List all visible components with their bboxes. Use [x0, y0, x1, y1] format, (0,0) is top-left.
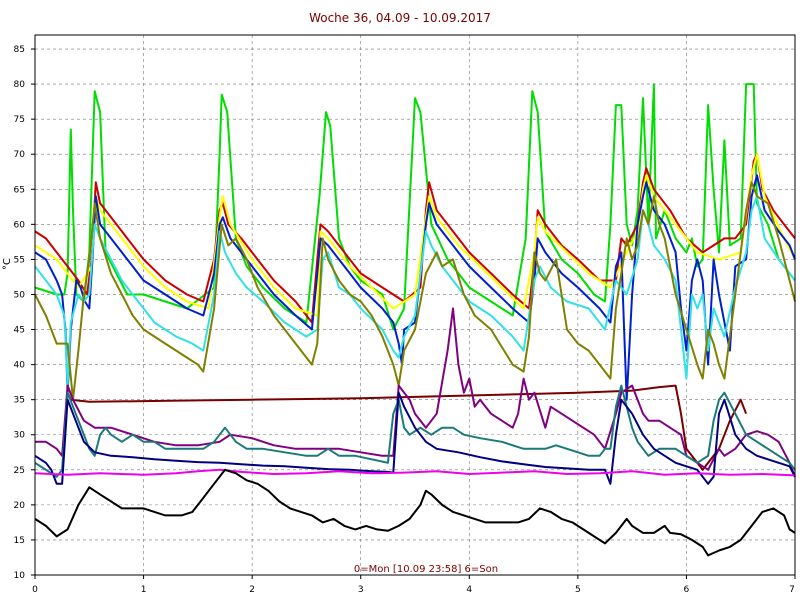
x-tick-label: 4: [466, 585, 472, 595]
footer-label: 0=Mon [10.09 23:58] 6=Son: [354, 564, 498, 575]
y-tick-label: 80: [14, 80, 26, 90]
y-tick-label: 35: [14, 396, 25, 406]
y-axis-label: °C: [2, 258, 13, 270]
y-tick-label: 60: [14, 220, 26, 230]
y-tick-label: 40: [14, 361, 26, 371]
series-line-5: [34, 181, 796, 401]
series-line-4: [34, 195, 796, 387]
y-tick-label: 45: [14, 326, 25, 336]
y-tick-label: 25: [14, 466, 25, 476]
y-tick-labels: 10 15 20 25 30 35 40 45 50 55 60 65 70 75 80 85: [14, 45, 35, 581]
x-tick-label: 5: [575, 585, 581, 595]
y-tick-label: 20: [14, 501, 26, 511]
series-line-0: [34, 83, 796, 331]
series-line-9: [34, 391, 796, 485]
y-tick-label: 70: [14, 150, 26, 160]
x-tick-label: 2: [249, 585, 255, 595]
chart-title: Woche 36, 04.09 - 10.09.2017: [309, 11, 491, 25]
y-tick-label: 85: [14, 45, 25, 55]
plot-frame: [34, 34, 796, 576]
x-tick-label: 3: [358, 585, 364, 595]
x-tick-label: 6: [684, 585, 690, 595]
y-tick-label: 55: [14, 255, 25, 265]
y-tick-label: 10: [14, 571, 26, 581]
y-tick-label: 15: [14, 536, 25, 546]
series-line-11: [34, 468, 796, 557]
series-line-7: [35, 307, 796, 478]
y-tick-label: 50: [14, 290, 26, 300]
y-tick-label: 65: [14, 185, 25, 195]
y-tick-label: 75: [14, 115, 25, 125]
x-tick-label: 0: [32, 585, 38, 595]
series-layer: [34, 83, 796, 557]
x-tick-label: 7: [789, 585, 795, 595]
series-line-2: [34, 153, 796, 317]
series-line-8: [34, 384, 796, 478]
series-line-3: [34, 174, 796, 401]
y-tick-label: 30: [14, 431, 26, 441]
x-tick-label: 1: [141, 585, 147, 595]
series-line-6: [66, 384, 748, 471]
x-tick-labels: 0 1 2 3 4 5 6 7: [32, 575, 796, 595]
series-line-10: [34, 468, 796, 477]
